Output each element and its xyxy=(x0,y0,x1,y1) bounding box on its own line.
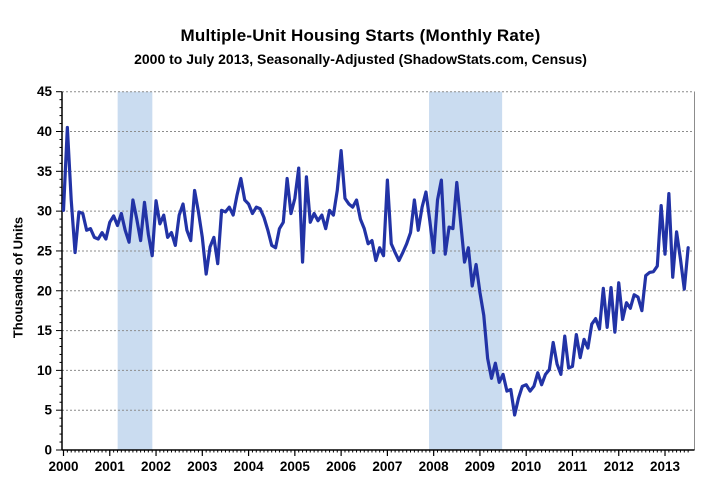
y-tick-label: 0 xyxy=(44,443,52,458)
chart-subtitle: 2000 to July 2013, Seasonally-Adjusted (… xyxy=(134,51,587,67)
recession-band xyxy=(117,91,153,450)
y-tick-label: 25 xyxy=(37,243,53,258)
y-tick-label: 20 xyxy=(37,283,52,298)
y-tick-label: 5 xyxy=(44,403,52,418)
x-tick-label: 2000 xyxy=(48,459,78,474)
x-tick-label: 2010 xyxy=(511,459,541,474)
x-tick-label: 2012 xyxy=(604,459,634,474)
x-tick-label: 2013 xyxy=(650,459,681,474)
y-tick-label: 30 xyxy=(37,204,52,219)
x-tick-label: 2002 xyxy=(141,459,171,474)
y-tick-label: 10 xyxy=(37,363,52,378)
x-tick-label: 2011 xyxy=(558,459,588,474)
x-tick-label: 2005 xyxy=(280,459,311,474)
recession-band xyxy=(429,91,503,450)
x-tick-label: 2003 xyxy=(187,459,218,474)
x-tick-label: 2007 xyxy=(372,459,402,474)
x-tick-label: 2009 xyxy=(465,459,495,474)
y-tick-label: 45 xyxy=(37,84,53,99)
x-tick-label: 2006 xyxy=(326,459,357,474)
chart-title: Multiple-Unit Housing Starts (Monthly Ra… xyxy=(180,26,541,45)
x-tick-label: 2001 xyxy=(95,459,126,474)
y-tick-label: 40 xyxy=(37,124,52,139)
y-tick-label: 15 xyxy=(37,323,53,338)
x-tick-label: 2004 xyxy=(234,459,265,474)
x-tick-label: 2008 xyxy=(419,459,450,474)
y-tick-label: 35 xyxy=(37,164,53,179)
data-line xyxy=(61,125,690,417)
